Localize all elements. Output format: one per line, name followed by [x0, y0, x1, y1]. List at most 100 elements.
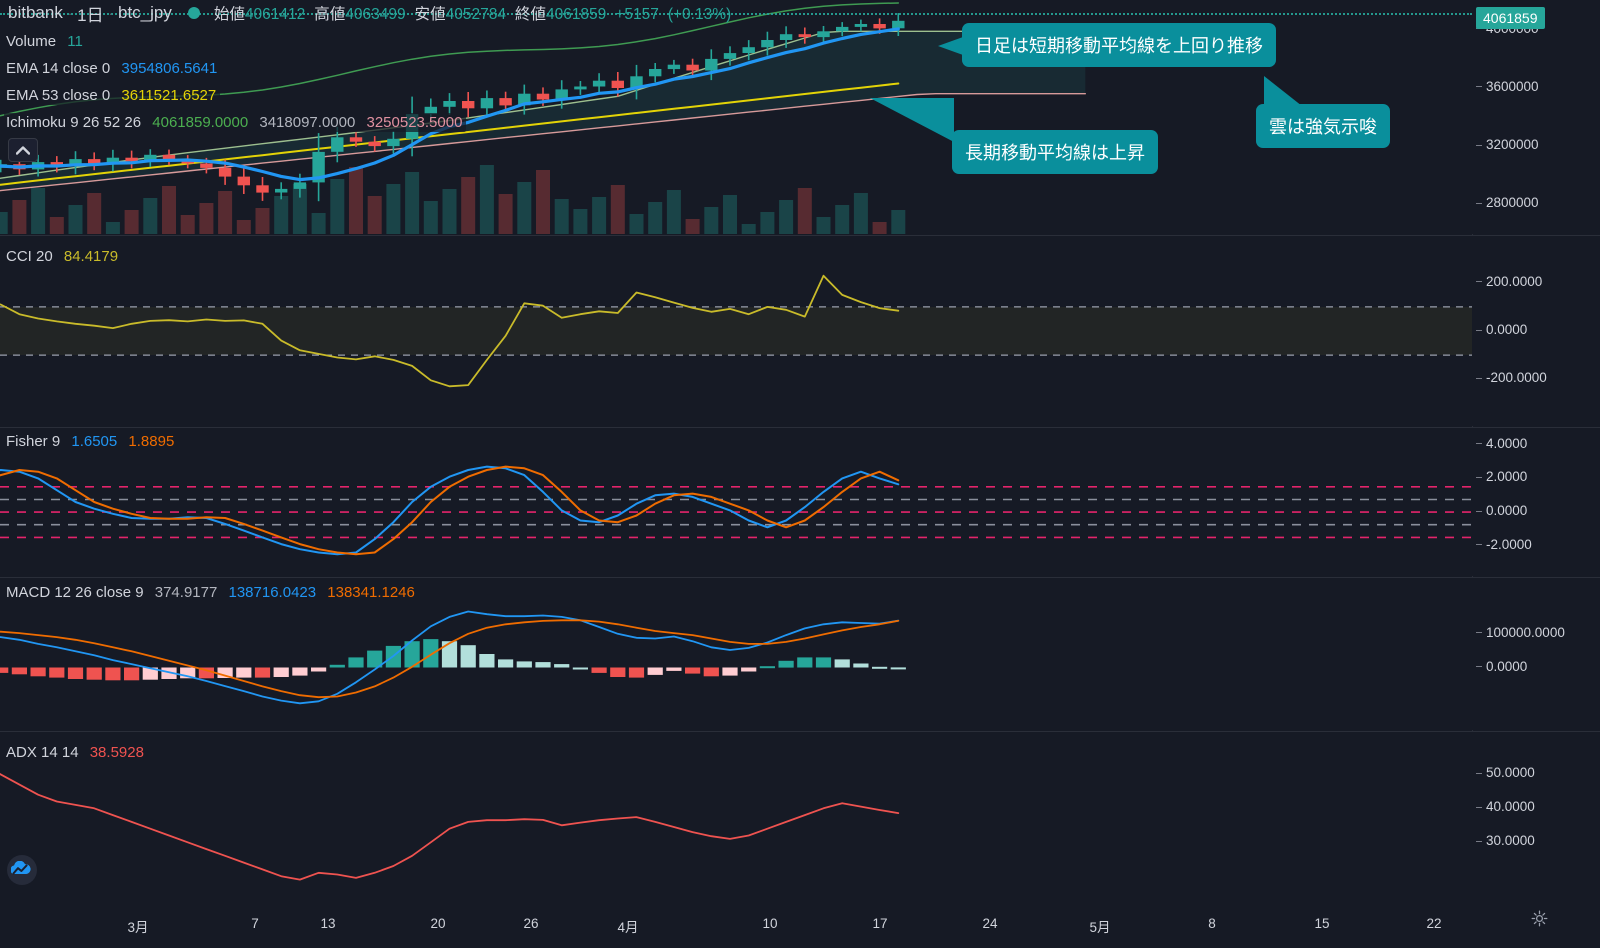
annotation-cloud-bullish-tail	[1264, 76, 1302, 106]
open-label: 始値	[213, 6, 245, 23]
time-axis-label: 26	[523, 916, 539, 931]
exchange-name[interactable]: bitbank	[8, 3, 63, 22]
annotation-long-ma-text: 長期移動平均線は上昇	[965, 143, 1145, 163]
symbol-name[interactable]: btc_jpy	[117, 3, 172, 22]
legend-ema14-label: EMA 14 close 0	[6, 60, 111, 77]
macd-axis-tick: 0.0000	[1475, 658, 1528, 674]
legend-macd-v2: 138716.0423	[228, 584, 317, 601]
legend-ichimoku-v2: 3418097.0000	[259, 114, 356, 131]
legend-volume[interactable]: Volume 11	[4, 32, 87, 51]
time-axis-label: 8	[1208, 916, 1216, 931]
header-separator-1: ·	[67, 5, 73, 21]
chart-header: bitbank · 1日 · btc_jpy 始値4061412 高値406349…	[8, 0, 740, 26]
legend-fisher-label: Fisher 9	[6, 433, 61, 450]
panel-divider-1	[0, 235, 1600, 236]
chart-wave-icon	[11, 861, 31, 875]
time-axis-label: 10	[762, 916, 778, 931]
fisher-axis[interactable]: 4.0000 2.0000 0.0000 -2.0000	[1472, 428, 1600, 576]
low-value: 4052784	[445, 6, 506, 23]
legend-macd[interactable]: MACD 12 26 close 9 374.9177 138716.0423 …	[4, 583, 419, 602]
annotation-long-ma-tail	[870, 98, 954, 142]
legend-fisher[interactable]: Fisher 9 1.6505 1.8895	[4, 432, 179, 451]
time-axis-label: 4月	[617, 920, 639, 935]
panel-divider-3	[0, 577, 1600, 578]
cci-panel[interactable]	[0, 236, 1472, 426]
legend-cci[interactable]: CCI 20 84.4179	[4, 247, 123, 266]
gear-icon	[1531, 910, 1547, 926]
panel-divider-2	[0, 427, 1600, 428]
legend-ichimoku-v3: 3250523.5000	[366, 114, 463, 131]
adx-panel[interactable]	[0, 732, 1472, 905]
current-price-dotted-line	[0, 13, 1472, 15]
adx-axis-tick: 50.0000	[1476, 765, 1535, 781]
legend-macd-label: MACD 12 26 close 9	[6, 584, 144, 601]
legend-macd-v3: 138341.1246	[327, 584, 415, 601]
fisher-axis-tick: 2.0000	[1475, 469, 1528, 485]
adx-axis-tick: 30.0000	[1476, 833, 1535, 849]
legend-adx[interactable]: ADX 14 14 38.5928	[4, 743, 148, 762]
annotation-short-ma-text: 日足は短期移動平均線を上回り推移	[975, 36, 1263, 56]
legend-fisher-v1: 1.6505	[71, 433, 118, 450]
legend-ema53-value: 3611521.6527	[121, 87, 217, 104]
fisher-axis-tick: -2.0000	[1476, 536, 1532, 552]
annotation-long-ma[interactable]: 長期移動平均線は上昇	[870, 98, 1158, 174]
price-axis-tick: 3600000	[1476, 78, 1539, 94]
adx-axis-tick: 40.0000	[1476, 799, 1535, 815]
legend-fisher-v2: 1.8895	[128, 433, 175, 450]
high-label: 高値	[314, 6, 346, 23]
tradingview-logo-icon[interactable]	[7, 855, 37, 885]
chevron-up-icon	[16, 145, 30, 155]
legend-ichimoku-v1: 4061859.0000	[152, 114, 249, 131]
legend-ema53[interactable]: EMA 53 close 0 3611521.6527	[4, 86, 221, 105]
circle-status-icon	[187, 7, 200, 19]
close-value: 4061859	[545, 6, 607, 23]
legend-ema14-value: 3954806.5641	[121, 60, 218, 77]
cci-axis-tick: 0.0000	[1475, 322, 1528, 337]
annotation-cloud-bullish[interactable]: 雲は強気示唆	[1256, 76, 1390, 148]
legend-macd-v1: 374.9177	[154, 584, 218, 601]
legend-adx-value: 38.5928	[89, 744, 144, 761]
legend-ichimoku[interactable]: Ichimoku 9 26 52 26 4061859.0000 3418097…	[4, 113, 467, 132]
time-axis-label: 15	[1314, 916, 1330, 931]
fisher-axis-tick: 0.0000	[1475, 503, 1528, 519]
legend-adx-label: ADX 14 14	[6, 744, 79, 761]
macd-axis-tick: 100000.0000	[1476, 624, 1565, 640]
change-percent: (+0.13%)	[667, 6, 732, 23]
price-axis[interactable]: 4000000360000032000002800000	[1472, 0, 1600, 234]
interval-label[interactable]: 1日	[77, 5, 104, 25]
fisher-axis-tick: 4.0000	[1475, 435, 1528, 451]
legend-volume-value: 11	[67, 33, 83, 50]
legend-ichimoku-label: Ichimoku 9 26 52 26	[6, 114, 142, 131]
low-label: 安値	[414, 6, 446, 23]
time-axis-label: 3月	[127, 920, 149, 935]
change-value: +5157	[615, 6, 659, 23]
fisher-panel[interactable]	[0, 428, 1472, 576]
legend-cci-value: 84.4179	[63, 248, 119, 265]
price-tag: 4061859	[1476, 7, 1545, 29]
price-axis-tick: 3200000	[1476, 137, 1539, 153]
macd-panel[interactable]	[0, 578, 1472, 730]
time-axis[interactable]: 3月 7 13 20 26 4月 10 17 24 5月 8 15 22	[0, 906, 1600, 948]
settings-button[interactable]	[1524, 905, 1554, 931]
price-axis-tick: 2800000	[1476, 195, 1539, 211]
time-axis-label: 13	[320, 916, 336, 931]
time-axis-label: 24	[982, 916, 998, 931]
macd-axis[interactable]: 100000.0000 0.0000	[1472, 578, 1600, 730]
cci-axis[interactable]: 200.0000 0.0000 -200.0000	[1472, 236, 1600, 426]
time-axis-label: 17	[872, 916, 888, 931]
time-axis-label: 7	[251, 916, 259, 931]
legend-ema53-label: EMA 53 close 0	[6, 87, 111, 104]
legend-ema14[interactable]: EMA 14 close 0 3954806.5641	[4, 59, 222, 78]
time-axis-label: 20	[430, 916, 446, 931]
collapse-pane-button[interactable]	[8, 138, 38, 162]
adx-axis[interactable]: 50.0000 40.0000 30.0000	[1472, 732, 1600, 905]
legend-cci-label: CCI 20	[6, 248, 53, 265]
open-value: 4061412	[244, 6, 306, 23]
annotation-short-ma-tail	[938, 37, 963, 55]
annotation-cloud-bullish-text: 雲は強気示唆	[1269, 117, 1377, 137]
time-axis-label: 22	[1426, 916, 1442, 931]
time-axis-label: 5月	[1089, 920, 1111, 935]
annotation-short-ma[interactable]: 日足は短期移動平均線を上回り推移	[938, 23, 1276, 67]
close-label: 終値	[514, 6, 546, 23]
header-separator-2: ·	[108, 5, 113, 21]
